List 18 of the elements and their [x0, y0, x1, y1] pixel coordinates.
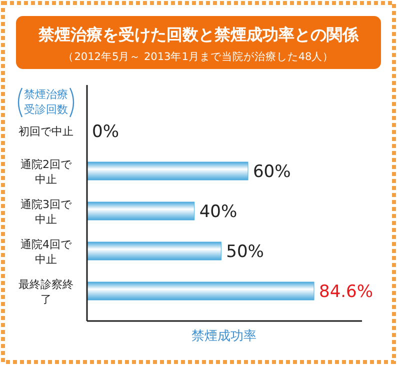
- data-label: 60%: [252, 162, 291, 182]
- chart-title: 禁煙治療を受けた回数と禁煙成功率との関係: [38, 25, 360, 44]
- y-axis-title: 禁煙治療受診回数: [24, 88, 68, 116]
- y-tick-label: 初回で中止: [18, 124, 74, 138]
- x-axis-title: 禁煙成功率: [192, 328, 256, 344]
- chart-subtitle: （2012年5月～ 2013年1月まで当院が治療した48人）: [63, 50, 334, 63]
- bar: [86, 242, 222, 260]
- y-tick-label: 通院4回で中止: [20, 238, 72, 266]
- bar: [86, 202, 195, 220]
- y-tick-label: 通院3回で中止: [20, 198, 72, 226]
- bar: [86, 162, 248, 180]
- bar: [86, 282, 314, 300]
- data-label: 84.6%: [319, 282, 374, 302]
- y-tick-label: 通院2回で中止: [20, 158, 72, 186]
- y-tick-label: 最終診察終了: [18, 278, 74, 306]
- data-label: 40%: [199, 202, 238, 222]
- data-label: 0%: [92, 122, 119, 142]
- data-label: 50%: [226, 242, 264, 262]
